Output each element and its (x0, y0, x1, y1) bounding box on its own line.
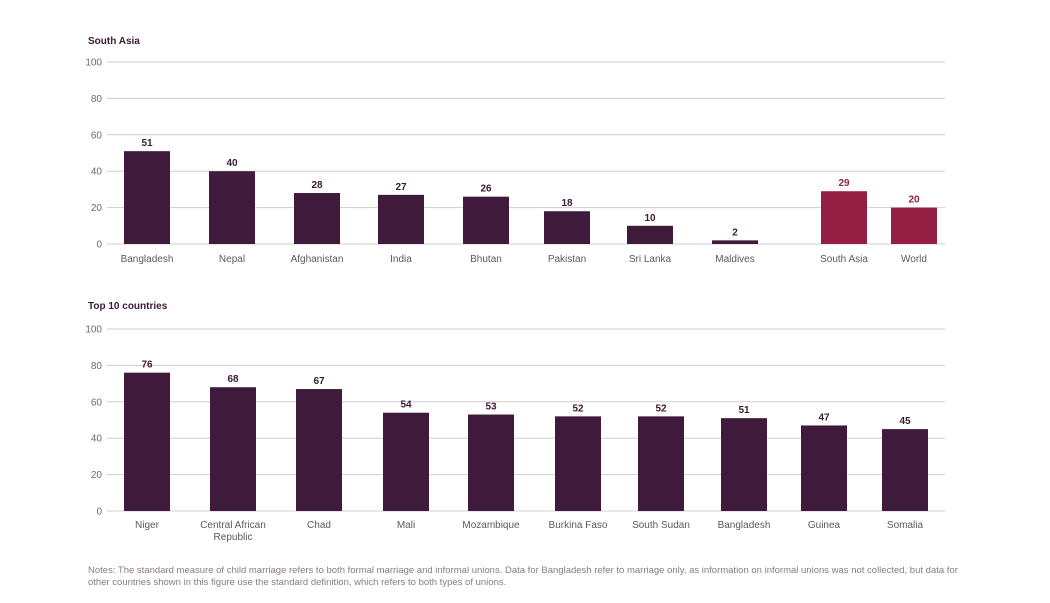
data-label: 28 (311, 180, 323, 191)
chart-0: South Asia 0 20 40 60 80 100 51 Bangladesh 40 Nepa… (85, 36, 945, 265)
data-label: 45 (899, 416, 911, 427)
x-tick-label: India (390, 254, 412, 265)
y-tick-label: 60 (91, 130, 103, 141)
x-tick-label: Pakistan (548, 254, 586, 265)
y-tick-label: 60 (91, 397, 103, 408)
bar (721, 418, 767, 511)
bar (294, 193, 340, 244)
x-tick-label: Niger (135, 520, 160, 531)
x-tick-label: Bangladesh (718, 520, 771, 531)
bar (712, 240, 758, 244)
x-tick-label: Central African Republic (200, 520, 266, 543)
chart-1: Top 10 countries 0 20 40 60 80 100 76 Niger 68 Cen… (85, 301, 945, 543)
bar (555, 416, 601, 511)
bar (124, 372, 170, 511)
x-tick-label: Mozambique (462, 520, 520, 531)
bar (383, 412, 429, 511)
bar (463, 196, 509, 244)
data-label: 26 (480, 184, 492, 195)
figure-notes: Notes: The standard measure of child mar… (88, 565, 958, 588)
y-tick-label: 80 (91, 94, 103, 105)
x-tick-label: Burkina Faso (549, 520, 608, 531)
bar (891, 207, 937, 244)
y-tick-label: 80 (91, 361, 103, 372)
x-tick-label: Maldives (715, 254, 754, 265)
data-label: 20 (908, 195, 920, 206)
x-tick-label: Somalia (887, 520, 924, 531)
child-marriage-charts: South Asia02040608010051Bangladesh40Nepa… (85, 36, 945, 543)
bar (210, 387, 256, 511)
y-tick-label: 40 (91, 167, 103, 178)
bar (468, 414, 514, 511)
data-label: 52 (655, 403, 667, 414)
data-label: 27 (395, 182, 407, 193)
y-tick-label: 40 (91, 434, 103, 445)
x-tick-label: Afghanistan (291, 254, 344, 265)
x-tick-label: World (901, 254, 927, 265)
data-label: 51 (141, 138, 153, 149)
x-tick-label: Chad (307, 520, 331, 531)
x-tick-label: South Sudan (632, 520, 690, 531)
data-label: 47 (818, 412, 830, 423)
x-tick-label: South Asia (820, 254, 868, 265)
data-label: 53 (485, 402, 497, 413)
y-tick-label: 0 (96, 507, 102, 518)
data-label: 10 (644, 213, 656, 224)
y-tick-label: 100 (85, 58, 102, 69)
y-tick-label: 100 (85, 325, 102, 336)
bar (124, 151, 170, 244)
y-tick-label: 20 (91, 203, 103, 214)
x-tick-label: Bhutan (470, 254, 502, 265)
y-tick-label: 0 (96, 240, 102, 251)
x-tick-label: Sri Lanka (629, 254, 672, 265)
bar (638, 416, 684, 511)
y-tick-label: 20 (91, 470, 103, 481)
bar (821, 191, 867, 244)
x-tick-label: Guinea (808, 520, 841, 531)
x-tick-label: Nepal (219, 254, 245, 265)
chart-title: Top 10 countries (88, 301, 168, 312)
bar (296, 389, 342, 511)
bar (378, 194, 424, 244)
data-label: 18 (561, 198, 573, 209)
data-label: 68 (227, 374, 239, 385)
bar (209, 171, 255, 244)
data-label: 51 (738, 405, 750, 416)
data-label: 54 (400, 400, 412, 411)
bar (801, 425, 847, 511)
data-label: 2 (732, 227, 738, 238)
chart-title: South Asia (88, 36, 140, 47)
x-tick-label: Mali (397, 520, 415, 531)
data-label: 29 (838, 178, 850, 189)
data-label: 52 (572, 403, 584, 414)
x-tick-label: Bangladesh (121, 254, 174, 265)
data-label: 76 (141, 360, 153, 371)
bar (882, 429, 928, 511)
data-label: 40 (226, 158, 238, 169)
bar (544, 211, 590, 244)
bar (627, 225, 673, 244)
data-label: 67 (313, 376, 325, 387)
